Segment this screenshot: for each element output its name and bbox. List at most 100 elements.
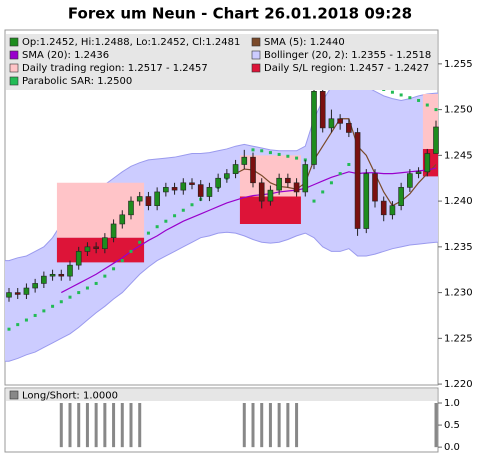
candle-body (354, 132, 361, 229)
sar-dot (268, 151, 272, 155)
sar-dot (399, 93, 403, 97)
candle-body (250, 156, 256, 184)
sar-dot (295, 156, 299, 160)
y-tick-label: 1.245 (444, 150, 473, 161)
legend-label: SMA (20): 1.2436 (22, 50, 109, 61)
candle-body (285, 177, 291, 184)
bar (120, 403, 124, 448)
sar-dot (434, 108, 438, 112)
sar-dot (312, 199, 316, 203)
bar (103, 403, 107, 448)
candle-body (407, 173, 413, 188)
y-tick-label: 1.225 (444, 333, 473, 344)
candle-body (197, 184, 204, 197)
sar-dot (42, 309, 46, 313)
candle-body (389, 205, 396, 216)
sar-dot (59, 300, 63, 304)
band-area (239, 196, 301, 224)
bar (129, 403, 133, 448)
candle-body (189, 182, 195, 185)
candle-body (267, 189, 274, 202)
legend-label: Op:1.2452, Hi:1.2488, Lo:1.2452, Cl:1.24… (22, 37, 240, 48)
bar (77, 403, 81, 448)
candle-body (32, 283, 38, 289)
candle-body (23, 287, 30, 295)
sar-dot (16, 323, 20, 327)
candle-body (424, 153, 431, 173)
sar-dot (347, 162, 351, 166)
sar-dot (181, 208, 185, 212)
candle-body (180, 182, 187, 191)
sar-dot (390, 90, 394, 94)
sar-dot (94, 281, 98, 285)
legend-label: Long/Short: 1.0000 (22, 391, 118, 402)
legend-swatch (251, 63, 261, 73)
sar-dot (338, 172, 342, 176)
candle-body (433, 126, 439, 154)
candle-body (67, 264, 73, 277)
sar-dot (138, 240, 142, 244)
bar (68, 403, 72, 448)
candle-body (311, 91, 317, 165)
legend-swatch (251, 50, 261, 60)
legend-label: SMA (5): 1.2440 (264, 37, 345, 48)
bar (112, 403, 116, 448)
band-area (5, 80, 438, 362)
candle-body (206, 187, 213, 197)
candle-body (154, 191, 160, 206)
candle-body (215, 177, 221, 188)
legend-label: Bollinger (20, 2): 1.2355 - 1.2518 (264, 50, 431, 61)
sar-dot (277, 152, 281, 156)
sar-dot (251, 148, 255, 152)
candle-body (49, 273, 56, 277)
candle-body (302, 164, 309, 193)
sar-dot (260, 149, 264, 153)
sar-dot (286, 154, 290, 158)
sar-dot (417, 98, 421, 102)
sar-dot (103, 274, 107, 278)
candle-body (41, 275, 47, 284)
candle-body (232, 164, 239, 174)
sar-dot (120, 259, 124, 263)
sar-dot (329, 181, 333, 185)
candle-body (346, 123, 352, 133)
sar-dot (146, 231, 150, 235)
legend-swatch (9, 63, 19, 73)
bar (260, 403, 264, 448)
candle-body (128, 200, 134, 216)
bar (268, 403, 272, 448)
candle-body (276, 177, 282, 191)
candle-body (415, 171, 422, 174)
bar (85, 403, 89, 448)
y-tick-label: 1.230 (444, 288, 473, 299)
candle-body (119, 214, 126, 225)
y-tick-label: 1.255 (444, 59, 473, 70)
bar (59, 403, 63, 448)
candle-body (58, 273, 65, 277)
y-tick-label: 1.250 (444, 105, 473, 116)
candle-body (380, 200, 387, 216)
sar-dot (112, 267, 116, 271)
bar (138, 403, 142, 448)
sar-dot (51, 304, 55, 308)
candle-body (14, 292, 21, 295)
legend-label: Daily trading region: 1.2517 - 1.2457 (22, 63, 208, 74)
band-lower (5, 231, 438, 362)
candle-body (145, 196, 152, 206)
sar-dot (190, 203, 194, 207)
candle-body (241, 156, 248, 165)
candle-body (398, 187, 404, 206)
legend-label: Parabolic SAR: 1.2500 (22, 76, 132, 87)
bar (251, 403, 255, 448)
legend-label: Daily S/L region: 1.2457 - 1.2427 (264, 63, 429, 74)
legend-swatch (9, 76, 19, 86)
legend-swatch (9, 37, 19, 47)
sar-dot (164, 219, 168, 223)
sar-dot (129, 249, 133, 253)
candle-body (84, 246, 91, 252)
bar (286, 403, 290, 448)
legend-swatch (9, 390, 19, 400)
candle-body (372, 173, 378, 202)
candle-body (328, 118, 335, 129)
